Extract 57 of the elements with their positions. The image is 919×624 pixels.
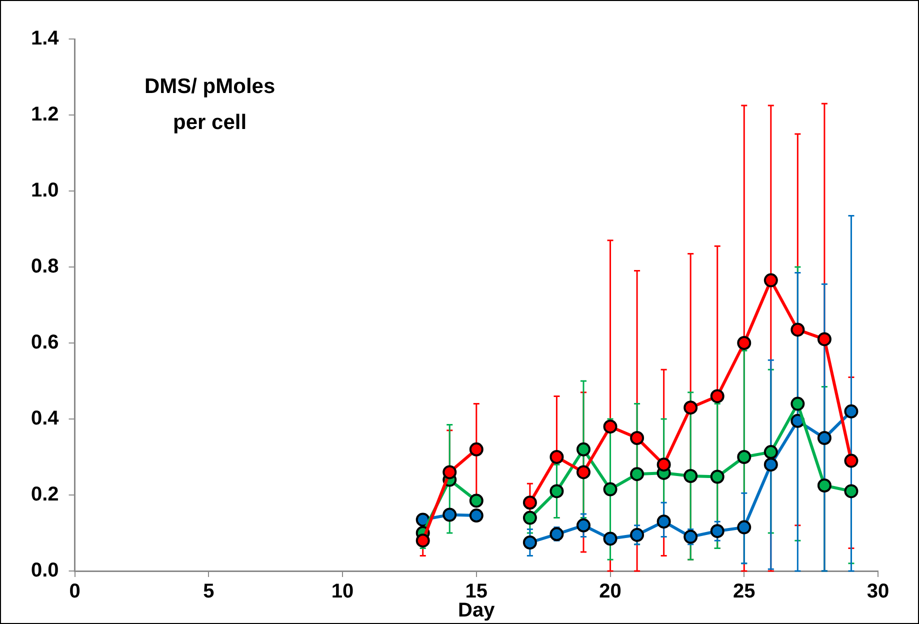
x-tick-label: 0 <box>69 580 80 603</box>
point <box>710 470 724 484</box>
point <box>844 484 858 498</box>
point <box>710 524 724 538</box>
x-tick-label: 10 <box>331 580 354 603</box>
point <box>764 445 778 460</box>
point <box>469 442 484 456</box>
point <box>656 514 671 529</box>
point <box>844 454 858 468</box>
point <box>844 404 858 418</box>
point <box>603 532 618 546</box>
point <box>469 494 484 508</box>
point <box>469 508 484 523</box>
point <box>522 496 537 510</box>
point <box>442 508 457 522</box>
point <box>576 518 590 532</box>
point <box>710 389 724 404</box>
point <box>684 400 698 415</box>
point <box>550 484 564 498</box>
y-tick-label: 1.2 <box>30 104 59 126</box>
point <box>603 482 618 496</box>
y-tick-label: 0.4 <box>30 408 60 430</box>
point <box>764 458 778 472</box>
point <box>416 512 430 527</box>
y-tick-label: 0.6 <box>30 332 59 354</box>
point <box>764 273 778 288</box>
point <box>790 322 805 337</box>
point <box>684 530 698 544</box>
point <box>656 458 671 472</box>
point <box>684 469 698 483</box>
point <box>630 467 644 482</box>
y-tick-label: 0.2 <box>30 484 59 506</box>
point <box>442 465 457 480</box>
y-tick-label: 0.0 <box>30 560 59 582</box>
x-tick-label: 25 <box>733 580 756 603</box>
x-tick-label: 20 <box>599 580 622 603</box>
y-tick-label: 1.4 <box>30 28 60 50</box>
point <box>790 396 805 411</box>
y-axis-title: DMS/ pMoles per cell <box>144 74 276 134</box>
point <box>737 450 752 464</box>
point <box>737 520 752 534</box>
point <box>416 534 430 548</box>
point <box>817 332 832 346</box>
point <box>576 465 590 480</box>
point <box>522 510 537 525</box>
x-tick-label: 30 <box>866 580 890 603</box>
point <box>630 528 644 542</box>
y-tick-label: 0.8 <box>30 256 59 278</box>
point <box>550 450 564 464</box>
point <box>576 442 590 456</box>
x-tick-label: 5 <box>203 580 214 603</box>
point <box>550 527 564 542</box>
point <box>603 420 618 434</box>
point <box>737 336 752 350</box>
point <box>630 431 644 445</box>
y-tick-label: 1.0 <box>30 180 59 202</box>
point <box>522 536 537 550</box>
